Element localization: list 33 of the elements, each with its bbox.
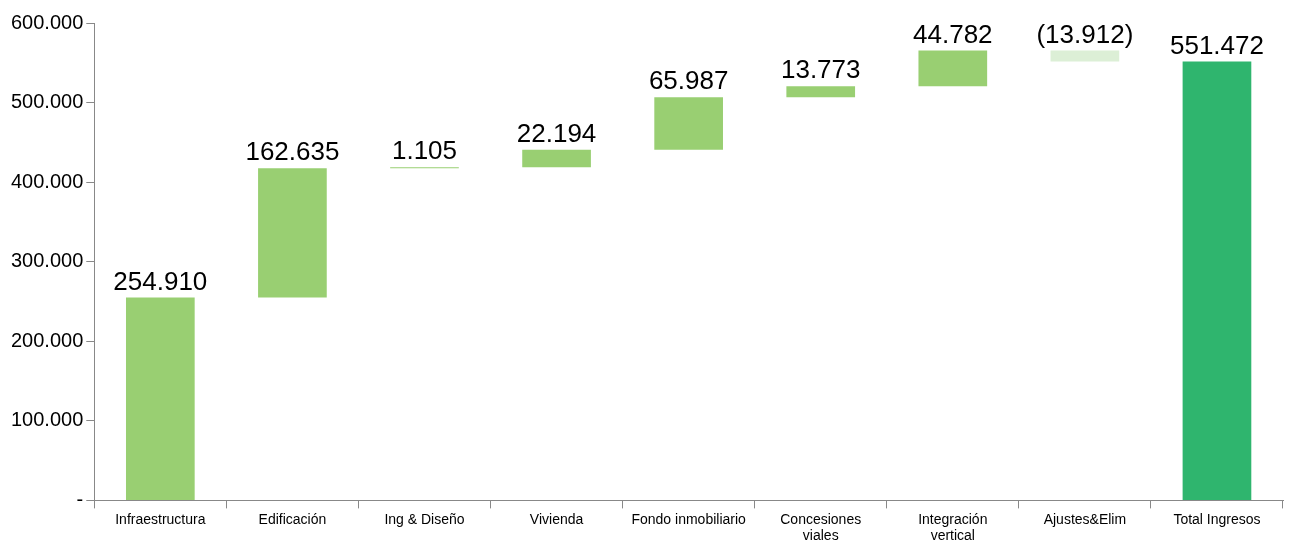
x-tick-label: Concesiones viales: [780, 510, 862, 544]
data-label: 162.635: [245, 136, 340, 167]
y-tick-label: 300.000: [11, 249, 84, 272]
y-tick-label: 100.000: [11, 408, 84, 431]
data-label: 551.472: [1169, 29, 1264, 60]
x-tick-label: Edificación: [258, 510, 327, 527]
bar: [1182, 61, 1252, 500]
bar: [522, 149, 591, 168]
y-tick-label: -: [76, 487, 84, 510]
bar: [918, 50, 988, 87]
data-label: 22.194: [516, 117, 597, 148]
bar: [258, 168, 327, 298]
x-tick-label: Ajustes&Elim: [1043, 510, 1127, 527]
bar: [786, 86, 856, 98]
bar: [125, 297, 195, 500]
bar: [654, 97, 723, 150]
x-tick-label: Fondo inmobiliario: [631, 510, 747, 527]
data-label: 254.910: [113, 265, 208, 296]
data-label: 65.987: [648, 65, 729, 96]
x-tick-label: Infraestructura: [115, 510, 206, 527]
data-label: 13.773: [780, 54, 861, 85]
y-tick-label: 500.000: [11, 90, 84, 113]
data-label: 1.105: [391, 135, 458, 166]
y-tick-label: 400.000: [11, 169, 84, 192]
y-tick-label: 200.000: [11, 328, 84, 351]
x-tick-label: Ing & Diseño: [384, 510, 465, 527]
data-label: (13.912): [1036, 18, 1134, 49]
y-tick-label: 600.000: [11, 10, 84, 33]
x-tick-label: Integración vertical: [918, 510, 988, 544]
bar: [1050, 50, 1120, 62]
x-tick-label: Vivienda: [529, 510, 584, 527]
data-label: 44.782: [913, 18, 993, 49]
x-tick-label: Total Ingresos: [1173, 510, 1261, 527]
